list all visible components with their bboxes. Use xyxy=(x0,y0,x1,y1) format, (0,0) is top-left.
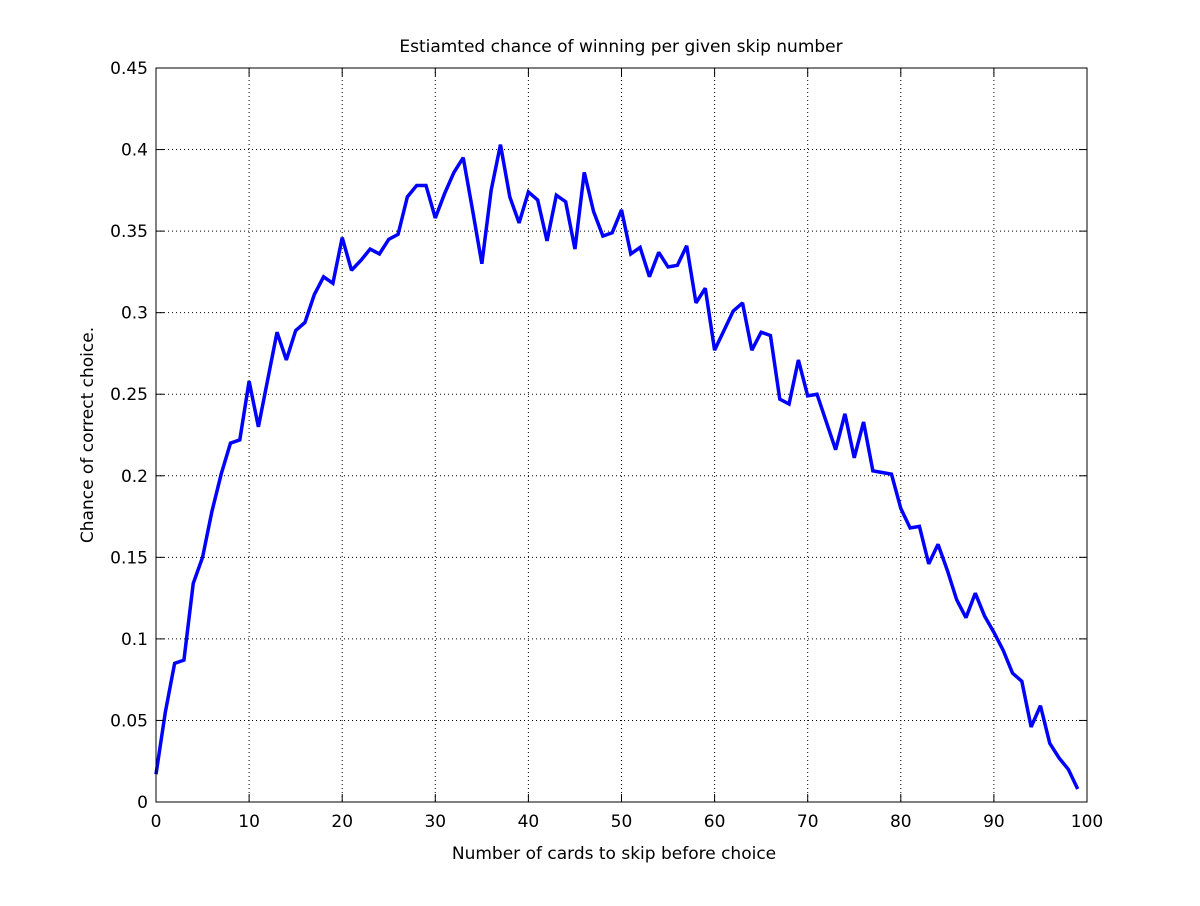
x-tick-label: 70 xyxy=(797,812,819,832)
series-layer xyxy=(154,144,1080,790)
y-tick-label: 0.05 xyxy=(110,711,148,731)
y-tick-label: 0.2 xyxy=(121,467,148,487)
x-tick-label: 90 xyxy=(983,812,1005,832)
x-tick-label: 20 xyxy=(331,812,353,832)
y-tick-label: 0.1 xyxy=(121,630,148,650)
x-tick-label: 50 xyxy=(611,812,633,832)
y-tick-label: 0 xyxy=(137,793,148,813)
x-axis-title: Number of cards to skip before choice xyxy=(452,844,776,864)
x-tick-label: 30 xyxy=(424,812,446,832)
y-tick-label: 0.35 xyxy=(110,222,148,242)
y-tick-label: 0.4 xyxy=(121,141,148,161)
x-tick-label: 80 xyxy=(890,812,912,832)
ticks: 0 10 20 30 40 50 60 70 80 90 100 0 0.05 0.1 0.15 0.2 0.2… xyxy=(110,59,1103,832)
y-tick-label: 0.25 xyxy=(110,385,148,405)
x-tick-label: 40 xyxy=(518,812,540,832)
x-tick-label: 60 xyxy=(704,812,726,832)
y-tick-label: 0.15 xyxy=(110,548,148,568)
chart-title: Estiamted chance of winning per given sk… xyxy=(399,37,842,57)
y-tick-label: 0.3 xyxy=(121,304,148,324)
x-tick-label: 100 xyxy=(1071,812,1103,832)
y-tick-label: 0.45 xyxy=(110,59,148,79)
series-line xyxy=(154,144,1080,790)
y-axis-title: Chance of correct choice. xyxy=(78,327,98,543)
x-tick-label: 0 xyxy=(151,812,162,832)
x-tick-label: 10 xyxy=(238,812,260,832)
